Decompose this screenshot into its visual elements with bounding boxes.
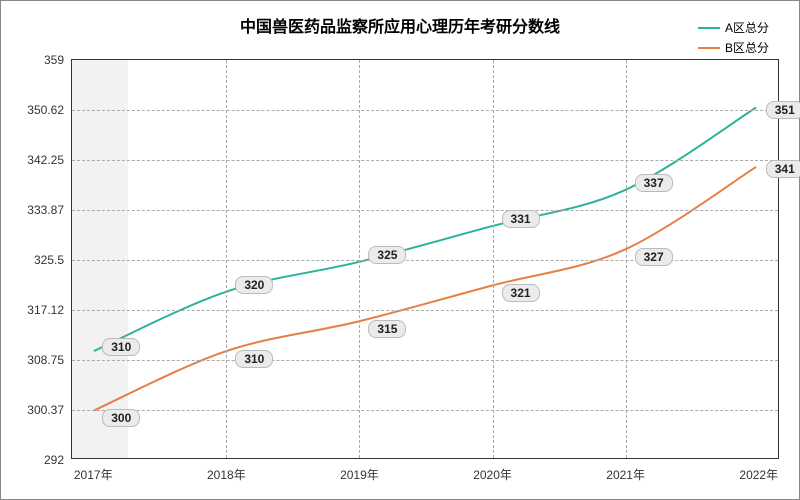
y-tick-label: 359 [44,53,72,67]
data-label: 325 [368,246,406,264]
data-label: 310 [235,350,273,368]
y-tick-label: 308.75 [27,353,72,367]
y-tick-label: 300.37 [27,403,72,417]
chart-container: 中国兽医药品监察所应用心理历年考研分数线 A区总分B区总分 292300.373… [0,0,800,500]
x-tick-label: 2020年 [473,458,512,483]
data-label: 320 [235,276,273,294]
y-tick-label: 317.12 [27,303,72,317]
y-tick-label: 325.5 [34,253,72,267]
y-tick-label: 350.62 [27,103,72,117]
data-label: 331 [502,210,540,228]
legend-label: B区总分 [725,39,769,56]
grid-line-h [72,360,778,361]
grid-line-h [72,210,778,211]
plot-area: 292300.37308.75317.12325.5333.87342.2535… [71,59,779,459]
legend-item: B区总分 [698,39,769,56]
data-label: 327 [635,248,673,266]
y-tick-label: 292 [44,453,72,467]
data-label: 337 [635,174,673,192]
grid-line-h [72,310,778,311]
legend: A区总分 B区总分 [698,19,769,59]
legend-label: A区总分 [725,19,769,36]
grid-line-v [626,60,627,458]
grid-line-v [226,60,227,458]
data-label: 310 [102,338,140,356]
data-label: 341 [766,160,800,178]
x-tick-label: 2018年 [207,458,246,483]
grid-line-v [493,60,494,458]
y-tick-label: 333.87 [27,203,72,217]
x-tick-label: 2021年 [606,458,645,483]
series-line [94,108,756,352]
chart-title: 中国兽医药品监察所应用心理历年考研分数线 [1,13,799,37]
grid-line-h [72,410,778,411]
legend-item: A区总分 [698,19,769,36]
legend-swatch [698,47,720,49]
grid-line-v [359,60,360,458]
grid-line-h [72,160,778,161]
legend-swatch [698,27,720,29]
grid-line-h [72,110,778,111]
data-label: 300 [102,409,140,427]
data-label: 351 [766,101,800,119]
series-line [94,167,756,411]
data-label: 321 [502,284,540,302]
x-tick-label: 2022年 [739,458,778,483]
x-tick-label: 2017年 [74,458,113,483]
y-tick-label: 342.25 [27,153,72,167]
x-tick-label: 2019年 [340,458,379,483]
data-label: 315 [368,320,406,338]
